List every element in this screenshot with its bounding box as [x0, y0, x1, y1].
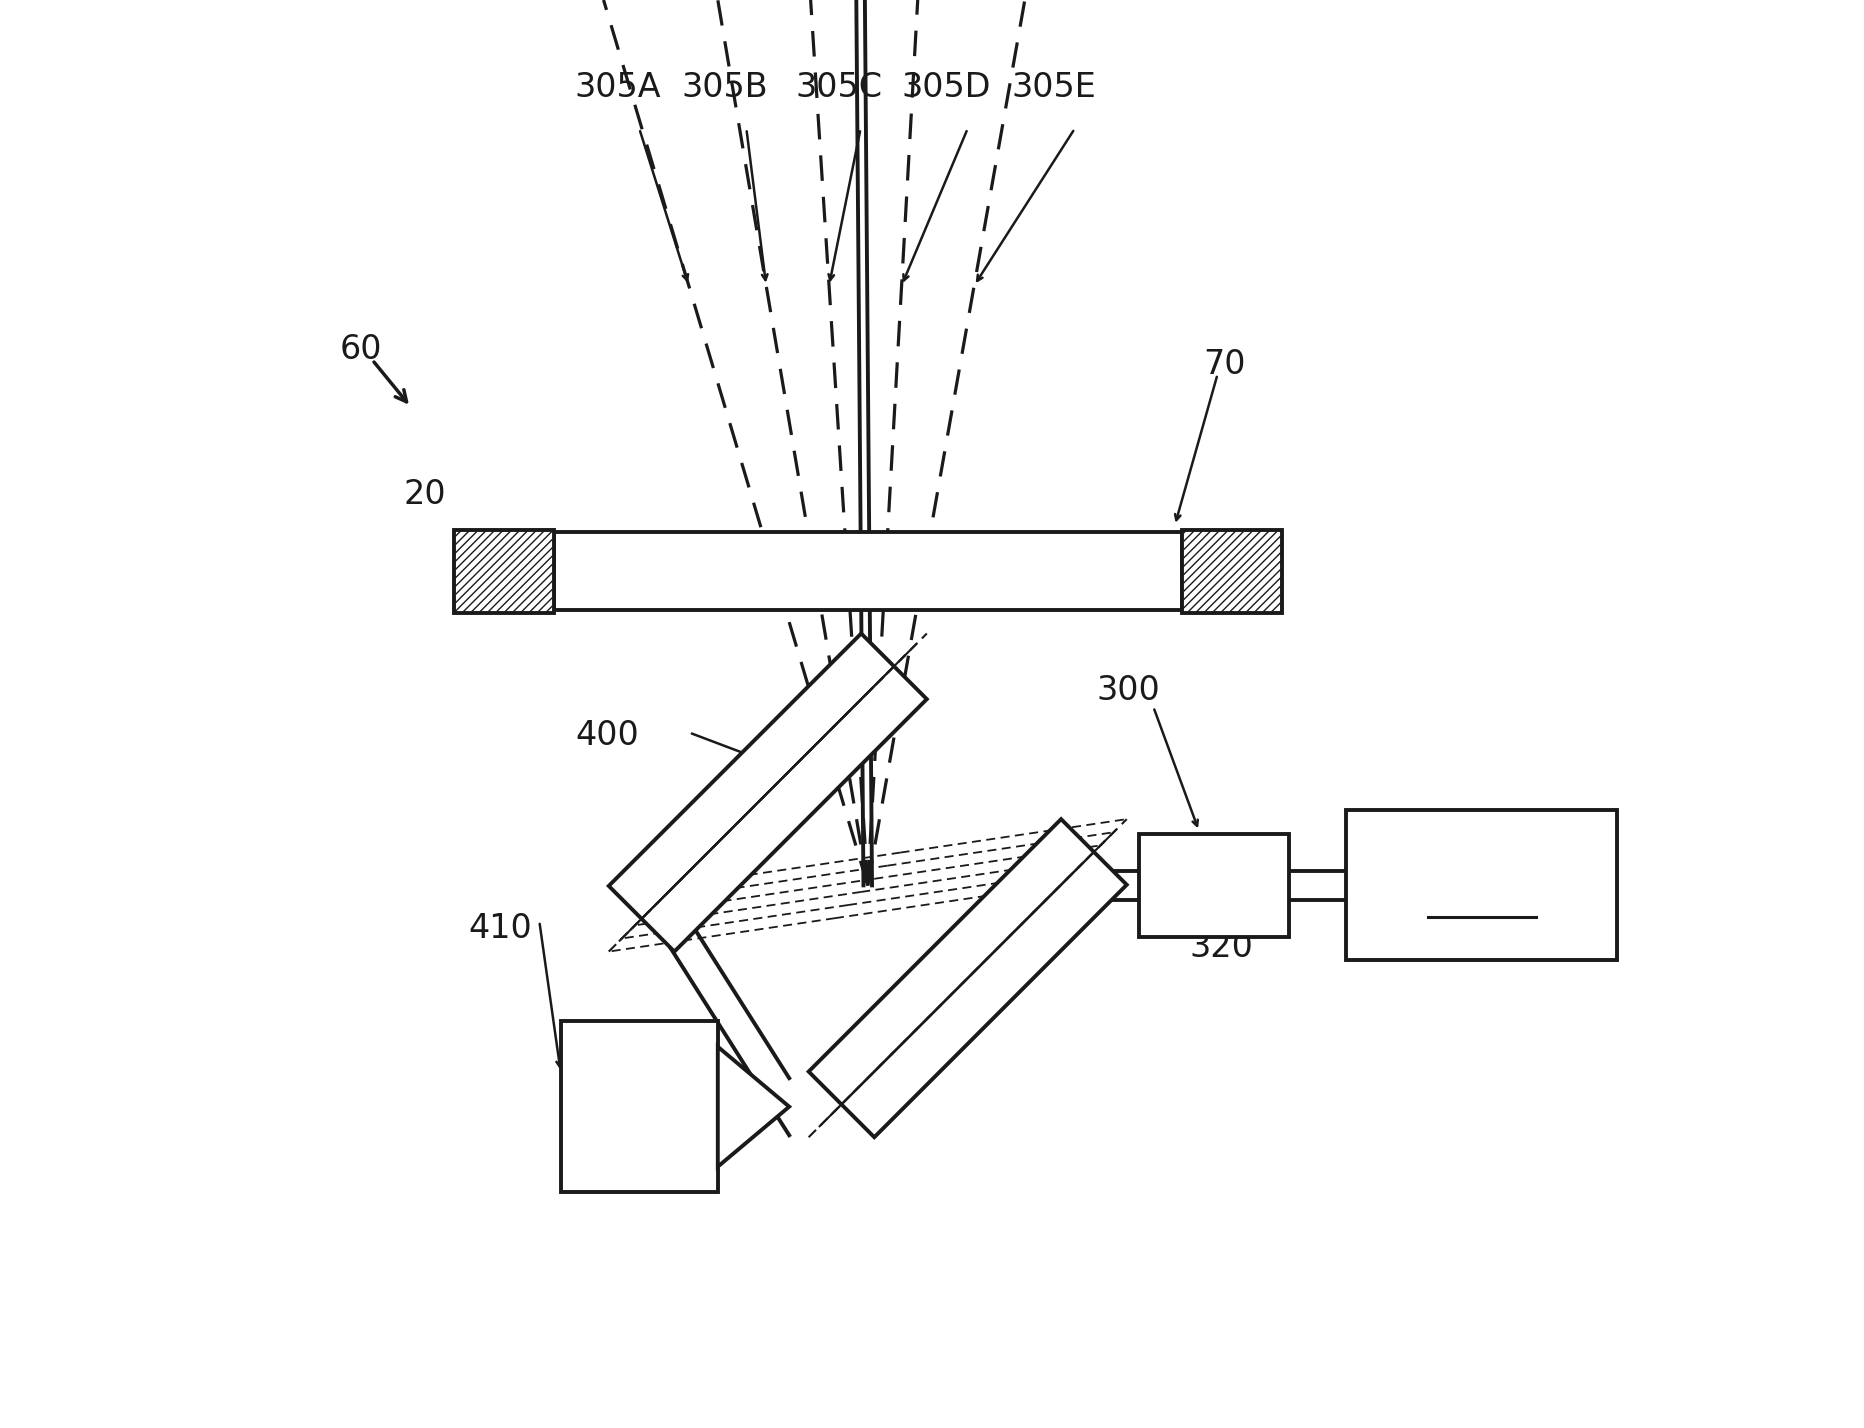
Bar — [453, 530, 554, 613]
Polygon shape — [718, 1047, 788, 1167]
Text: 300: 300 — [1096, 674, 1159, 707]
Text: 305E: 305E — [1010, 71, 1096, 104]
Polygon shape — [610, 634, 926, 951]
Bar — [561, 1021, 718, 1192]
Text: 305B: 305B — [682, 71, 768, 104]
Text: 320: 320 — [1189, 931, 1253, 964]
Bar — [554, 533, 1182, 611]
Text: 20: 20 — [404, 478, 447, 511]
Bar — [1182, 530, 1282, 613]
Text: 410: 410 — [468, 911, 531, 945]
Bar — [1139, 834, 1290, 937]
Text: 310: 310 — [1446, 867, 1517, 904]
Polygon shape — [809, 820, 1126, 1137]
Text: 305A: 305A — [574, 71, 662, 104]
Text: 400: 400 — [576, 718, 639, 753]
Bar — [1346, 811, 1618, 961]
Text: 305D: 305D — [902, 71, 992, 104]
Text: 305C: 305C — [796, 71, 884, 104]
Text: 70: 70 — [1204, 347, 1245, 381]
Text: 60: 60 — [339, 333, 382, 367]
